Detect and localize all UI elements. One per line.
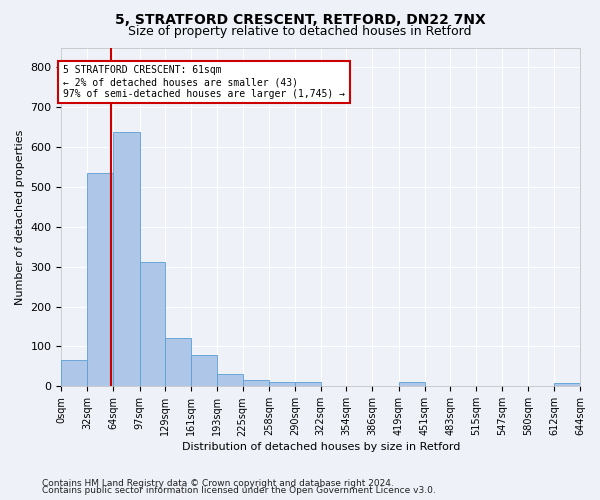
Bar [242,380,269,386]
Bar [399,382,425,386]
Text: 5 STRATFORD CRESCENT: 61sqm
← 2% of detached houses are smaller (43)
97% of semi: 5 STRATFORD CRESCENT: 61sqm ← 2% of deta… [63,66,345,98]
Bar [61,360,87,386]
Bar [269,382,295,386]
Bar [113,132,140,386]
Text: Contains public sector information licensed under the Open Government Licence v3: Contains public sector information licen… [42,486,436,495]
Bar [165,338,191,386]
Bar [295,382,321,386]
Bar [554,383,580,386]
Y-axis label: Number of detached properties: Number of detached properties [15,129,25,304]
Text: 5, STRATFORD CRESCENT, RETFORD, DN22 7NX: 5, STRATFORD CRESCENT, RETFORD, DN22 7NX [115,12,485,26]
Text: Size of property relative to detached houses in Retford: Size of property relative to detached ho… [128,25,472,38]
Bar [217,374,242,386]
X-axis label: Distribution of detached houses by size in Retford: Distribution of detached houses by size … [182,442,460,452]
Bar [191,355,217,386]
Bar [87,173,113,386]
Bar [140,262,165,386]
Text: Contains HM Land Registry data © Crown copyright and database right 2024.: Contains HM Land Registry data © Crown c… [42,478,394,488]
